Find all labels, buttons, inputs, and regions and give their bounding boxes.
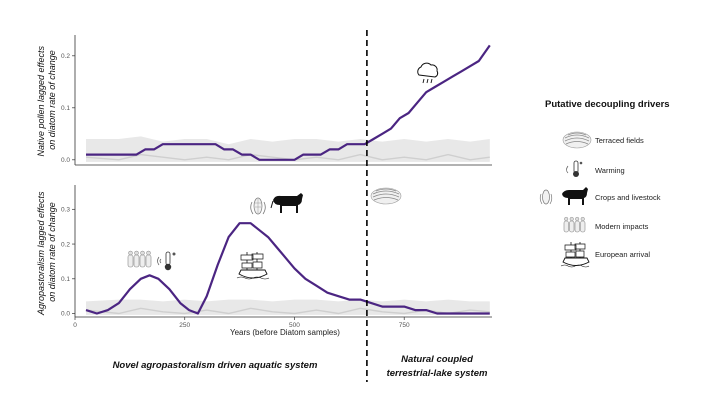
top-panel: 0.0 0.1 0.2 Native pollen lagged effects o… (36, 35, 492, 166)
y-tick-label: 0.2 (61, 241, 70, 248)
series-line (86, 44, 491, 161)
confidence-band-area (86, 136, 490, 162)
warming-icon (157, 251, 176, 271)
y-tick-label: 0.0 (61, 157, 70, 164)
legend-icon-corn (539, 189, 553, 205)
legend-icon-ship (560, 242, 590, 268)
european-arrival-icon (236, 252, 270, 280)
legend-label-warming: Warming (595, 166, 625, 175)
x-tick-label: 750 (399, 322, 410, 329)
x-tick-label: 250 (179, 322, 190, 329)
series-line (85, 222, 490, 315)
bottom-y-label: Agropastoralism lagged effects on diatom… (36, 189, 57, 316)
legend-icon-terraced-fields (562, 131, 592, 149)
bottom-panel: 0.0 0.1 0.2 0.3 0 250 500 750 Agropastoralism l… (36, 185, 492, 337)
legend-label-terraced-fields: Terraced fields (595, 136, 644, 145)
rain-cloud-icon (417, 62, 439, 84)
region-label-right-1: Natural coupled (401, 354, 473, 365)
region-label-left: Novel agropastoralism driven aquatic sys… (113, 360, 318, 371)
top-y-label: Native pollen lagged effects on diatom r… (36, 43, 57, 156)
x-axis-label: Years (before Diatom samples) (230, 328, 340, 337)
y-tick-label: 0.1 (61, 105, 70, 112)
y-tick-label: 0.3 (61, 207, 70, 214)
legend-label-european-arrival: European arrival (595, 250, 650, 259)
legend-label-crops-livestock: Crops and livestock (595, 193, 661, 202)
x-tick-label: 500 (289, 322, 300, 329)
bottom-series-line (85, 222, 490, 315)
legend-icon-cow (562, 187, 588, 205)
crops-icon (250, 197, 266, 215)
terraced-fields-icon (370, 187, 402, 205)
y-tick-label: 0.0 (61, 311, 70, 318)
modern-impacts-icon (127, 250, 152, 268)
y-tick-label: 0.2 (61, 53, 70, 60)
region-label-right-2: terrestrial-lake system (387, 368, 488, 379)
confidence-band-area (86, 299, 490, 315)
legend-label-modern-impacts: Modern impacts (595, 222, 649, 231)
legend: Putative decoupling drivers Terraced fie… (539, 99, 670, 268)
legend-icon-modern-impacts (563, 216, 586, 233)
legend-icon-warming (566, 160, 583, 177)
y-tick-label: 0.1 (61, 276, 70, 283)
top-y-ticks: 0.0 0.1 0.2 (61, 53, 75, 164)
legend-title: Putative decoupling drivers (545, 99, 670, 110)
bottom-ticks: 0.0 0.1 0.2 0.3 0 250 500 750 (61, 207, 410, 329)
x-tick-label: 0 (73, 322, 77, 329)
top-series-line (86, 44, 491, 161)
bottom-confidence-band (85, 299, 490, 315)
livestock-icon (270, 193, 303, 213)
